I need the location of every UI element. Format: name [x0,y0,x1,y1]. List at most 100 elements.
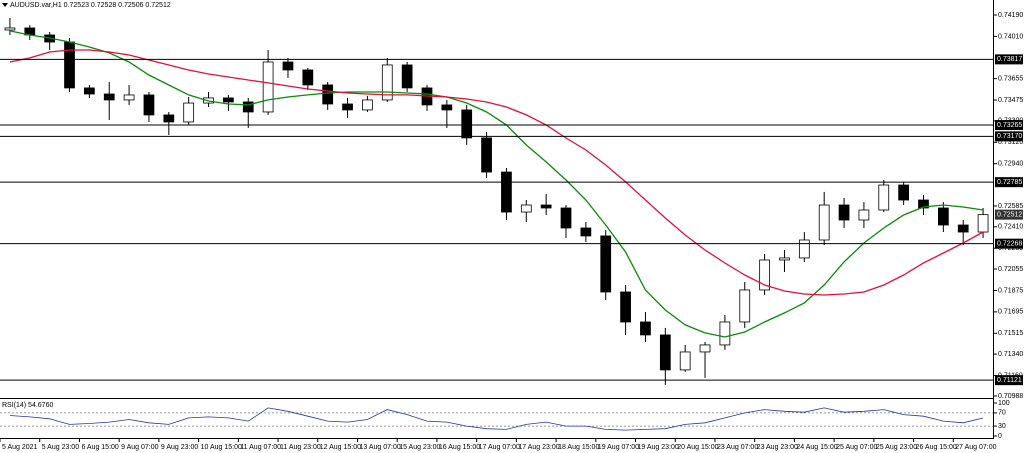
current-price-box [995,209,1023,220]
candle-body [520,204,532,213]
y-tick-label: 0.74010 [998,33,1023,40]
candle-body [381,64,393,101]
candle-body [481,137,492,173]
candle-body [679,351,691,371]
candle-body [183,102,195,123]
candle-body [242,101,254,113]
rsi-tick-label: 0 [998,433,1002,440]
rsi-tick-label: 30 [998,423,1006,430]
level-label: 0.73265 [997,122,1022,129]
candle-body [223,97,234,103]
y-tick-label: 0.70988 [998,393,1023,400]
candle-body [957,224,969,233]
candle-body [84,87,95,95]
x-tick-label: 19 Aug 23:00 [638,444,679,451]
candle-body [779,257,790,261]
x-tick-label: 9 Aug 07:00 [121,444,158,451]
y-tick-label: 0.73475 [998,97,1023,104]
y-tick-label: 0.71515 [998,330,1023,337]
level-label-box [995,177,1023,188]
candle-body [898,184,909,201]
level-label: 0.73817 [997,56,1022,63]
x-tick-label: 25 Aug 07:00 [836,444,877,451]
level-label-box [995,375,1023,386]
rsi-tick-label: 70 [998,410,1006,417]
level-label-box [995,120,1023,131]
x-tick-label: 10 Aug 15:00 [201,444,242,451]
candle-body [143,94,155,116]
x-tick-label: 6 Aug 15:00 [81,444,118,451]
candle-body [461,109,473,139]
y-tick-label: 0.72585 [998,203,1023,210]
candle-body [818,204,830,241]
candle-body [163,114,175,123]
candle-body [977,214,989,233]
y-tick-label: 0.72940 [998,161,1023,168]
symbol-menu-icon [2,3,8,7]
candle-body [123,94,135,101]
moving-average-line [9,49,984,296]
y-tick-label: 0.74190 [998,12,1023,19]
x-tick-label: 26 Aug 15:00 [916,444,957,451]
candle-body [600,235,612,293]
x-tick-label: 12 Aug 15:00 [320,444,361,451]
candle-body [103,93,115,101]
x-tick-label: 23 Aug 23:00 [757,444,798,451]
candle-body [918,199,929,209]
candle-body [560,207,572,229]
x-tick-label: 24 Aug 15:00 [796,444,837,451]
x-tick-label: 16 Aug 15:00 [439,444,480,451]
candle-body [659,334,671,371]
x-tick-label: 15 Aug 23:00 [399,444,440,451]
x-tick-label: 17 Aug 23:00 [518,444,559,451]
level-label: 0.72785 [997,179,1022,186]
level-label-box [995,54,1023,65]
x-tick-label: 5 Aug 23:00 [42,444,79,451]
candle-body [282,61,294,71]
candle-body [798,239,810,259]
candle-body [342,103,353,111]
x-tick-label: 11 Aug 23:00 [280,444,321,451]
level-label: 0.73170 [997,133,1022,140]
candle-body [699,344,711,353]
candle-body [719,321,731,346]
y-tick-label: 0.73120 [998,139,1023,146]
x-tick-label: 9 Aug 23:00 [161,444,198,451]
x-tick-label: 23 Aug 07:00 [717,444,758,451]
y-tick-label: 0.72055 [998,266,1023,273]
y-tick-label: 0.71340 [998,351,1023,358]
y-tick-label: 0.71875 [998,287,1023,294]
candle-body [540,204,552,209]
rsi-label: RSI(14) 54.6760 [2,402,53,409]
level-label-box [995,238,1023,249]
x-tick-label: 18 Aug 15:00 [558,444,599,451]
level-label: 0.72268 [997,241,1022,248]
x-tick-label: 5 Aug 2021 [2,444,38,451]
candle-body [4,27,16,31]
candle-body [858,209,870,221]
candle-body [739,289,751,323]
level-label-box [995,131,1023,142]
candle-body [501,171,512,213]
candle-body [322,84,334,105]
candle-body [580,227,592,237]
x-tick-label: 13 Aug 07:00 [359,444,400,451]
chart-title: AUDUSD.var,H1 0.72523 0.72528 0.72506 0.… [10,2,171,9]
candle-body [362,99,373,111]
x-tick-label: 17 Aug 07:00 [479,444,520,451]
x-tick-label: 19 Aug 07:00 [598,444,639,451]
x-tick-label: 25 Aug 23:00 [876,444,917,451]
level-label: 0.71121 [997,377,1022,384]
x-tick-label: 11 Aug 07:00 [240,444,281,451]
y-tick-label: 0.73655 [998,75,1023,82]
candle-body [401,64,413,89]
y-tick-label: 0.71695 [998,309,1023,316]
candle-body [937,207,949,226]
current-price-label: 0.72512 [997,211,1022,218]
candle-body [262,61,274,113]
candle-body [302,69,314,86]
x-tick-label: 20 Aug 15:00 [677,444,718,451]
rsi-tick-label: 100 [998,400,1010,407]
